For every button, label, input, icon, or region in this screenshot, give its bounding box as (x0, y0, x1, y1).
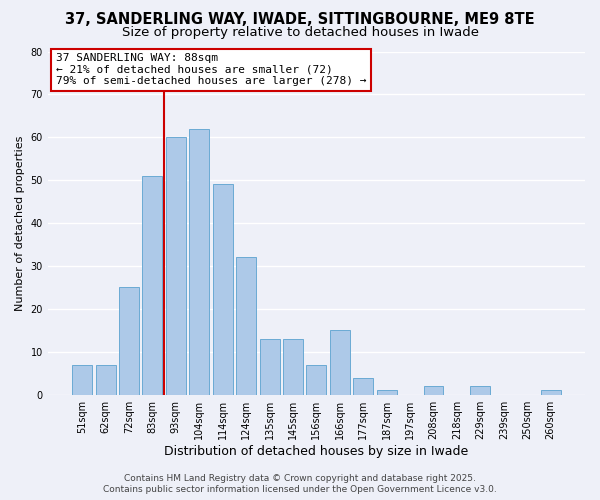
Text: Contains HM Land Registry data © Crown copyright and database right 2025.
Contai: Contains HM Land Registry data © Crown c… (103, 474, 497, 494)
Bar (213, 184, 233, 394)
Bar (166, 138, 186, 394)
Bar (307, 364, 326, 394)
Bar (330, 330, 350, 394)
Bar (95, 364, 116, 394)
Bar (190, 128, 209, 394)
Bar (424, 386, 443, 394)
Bar (541, 390, 560, 394)
Text: 37, SANDERLING WAY, IWADE, SITTINGBOURNE, ME9 8TE: 37, SANDERLING WAY, IWADE, SITTINGBOURNE… (65, 12, 535, 28)
Bar (377, 390, 397, 394)
Bar (142, 176, 163, 394)
Bar (283, 339, 303, 394)
Text: 37 SANDERLING WAY: 88sqm
← 21% of detached houses are smaller (72)
79% of semi-d: 37 SANDERLING WAY: 88sqm ← 21% of detach… (56, 53, 367, 86)
Bar (470, 386, 490, 394)
Bar (119, 288, 139, 395)
Bar (236, 258, 256, 394)
Bar (353, 378, 373, 394)
Text: Size of property relative to detached houses in Iwade: Size of property relative to detached ho… (121, 26, 479, 39)
Bar (260, 339, 280, 394)
X-axis label: Distribution of detached houses by size in Iwade: Distribution of detached houses by size … (164, 444, 469, 458)
Y-axis label: Number of detached properties: Number of detached properties (15, 136, 25, 311)
Bar (72, 364, 92, 394)
